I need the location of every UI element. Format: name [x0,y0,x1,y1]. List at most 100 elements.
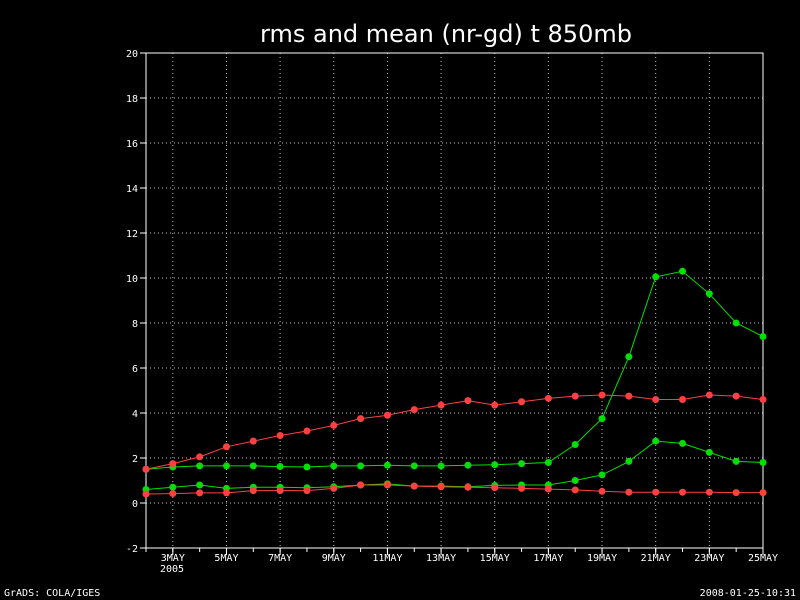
footer-right: 2008-01-25-10:31 [700,588,796,599]
series-1-point [196,462,204,470]
series-3-point [652,437,660,445]
series-1-point [330,462,338,470]
series-4-point [383,481,391,489]
series-1-point [383,461,391,469]
series-4-point [169,490,177,498]
series-1-point [249,462,257,470]
series-4-point [598,487,606,495]
y-tick-label: 4 [132,409,138,420]
series-2-point [357,415,365,423]
series-3-point [598,471,606,479]
series-2-point [705,391,713,399]
x-tick-label: 7MAY [268,553,292,564]
series-2-point [196,453,204,461]
series-3-point [571,477,579,484]
series-1-point [410,462,418,470]
x-tick-label: 19MAY [587,553,617,564]
x-tick-label: 23MAY [694,553,724,564]
series-1-point [598,415,606,423]
series-4-point [571,486,579,494]
series-line-4 [145,484,763,495]
series-4-point [625,488,633,496]
footer-left: GrADS: COLA/IGES [4,588,100,599]
chart-title: rms and mean (nr-gd) t 850mb [260,20,632,48]
series-1-point [437,462,445,470]
series-2-point [437,401,445,409]
series-2-point [276,432,284,439]
y-tick-label: 0 [132,499,138,510]
series-2-point [410,406,418,414]
series-line-3 [145,440,764,490]
series-1-point [491,461,499,469]
series-2-point [249,437,257,445]
series-2-point [598,391,606,399]
x-tick-label: 11MAY [372,553,402,564]
series-4-point [437,483,445,491]
series-2-point [679,396,687,403]
series-2-point [625,392,633,400]
series-4-point [142,490,150,498]
series-1-point [303,463,311,471]
x-tick-label: 15MAY [480,553,510,564]
series-1-point [705,290,713,298]
series-1-point [625,353,633,361]
y-tick-label: 8 [132,319,138,330]
x-tick-label: 5MAY [214,553,238,564]
series-4-point [249,487,257,495]
series-1-point [518,460,526,468]
series-1-point [222,462,230,470]
series-1-point [357,462,365,470]
series-2-point [383,411,391,419]
series-3-point [679,439,687,447]
x-tick-label: 25MAY [748,553,778,564]
x-tick-label: 21MAY [641,553,671,564]
x-tick-label: 9MAY [322,553,346,564]
series-4-point [705,488,713,496]
year-label: 2005 [160,564,184,575]
series-4-point [491,484,499,492]
series-4-point [196,489,204,497]
series-2-point [518,398,526,406]
axes: -2 0 2 4 6 8 10 12 14 16 18 20 3MAY 5MAY 7MAY 9MAY 11MAY… [126,49,778,564]
series-3-point [759,459,767,466]
series-4-point [679,488,687,496]
series-4-point [518,484,526,492]
series-2-point [464,397,472,405]
plot-frame [145,52,764,549]
series-3-point [625,457,633,465]
series-4-point [303,487,311,495]
series-2-point [303,427,311,435]
series-4-point [652,488,660,496]
series-2-point [759,396,767,403]
series-2-point [571,392,579,400]
x-tick-label: 17MAY [533,553,563,564]
y-tick-label: 14 [126,184,138,195]
series-2-point [169,460,177,468]
series-2-point [222,443,230,451]
series-3-point [196,481,204,489]
series-1-point [652,273,660,281]
series-4-point [222,489,230,497]
y-tick-label: 18 [126,94,138,105]
y-tick-label: 2 [132,454,138,465]
series-4-point [410,482,418,490]
series-3-point [705,448,713,456]
series-1-point [732,319,740,327]
series-line-2 [145,394,764,470]
series-4-point [544,485,552,493]
series-4-point [732,489,740,497]
series-1-point [276,463,284,471]
series-3-point [732,457,740,465]
series-2-point [330,421,338,429]
series-2-point [491,401,499,409]
series-4-point [330,484,338,492]
series-4-point [357,481,365,489]
series-4-point [759,489,767,497]
y-tick-label: 20 [126,49,138,60]
series-4-point [464,483,472,491]
series-4-point [276,487,284,495]
x-tick-label: 13MAY [426,553,456,564]
series-1-point [759,333,767,340]
